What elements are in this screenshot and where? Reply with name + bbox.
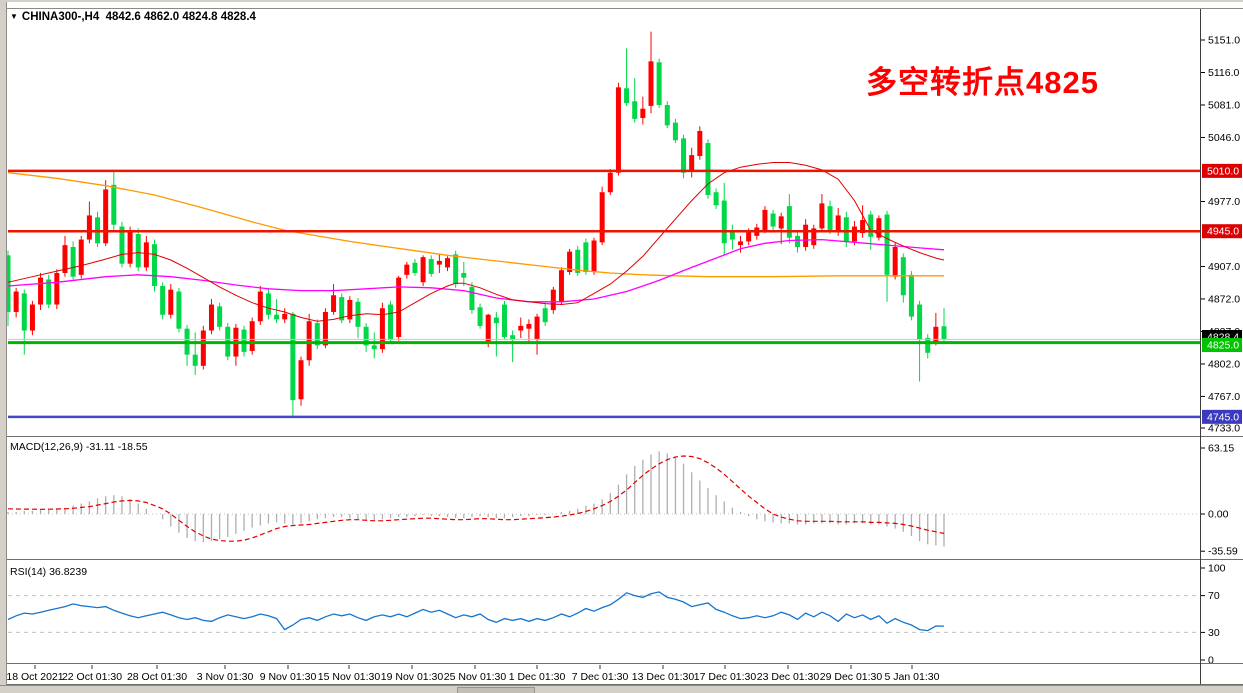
macd-signal-line [7, 455, 945, 542]
svg-text:100: 100 [1208, 563, 1226, 575]
svg-text:4745.0: 4745.0 [1207, 411, 1239, 423]
ma-fast [7, 162, 945, 322]
svg-text:13 Dec 01:30: 13 Dec 01:30 [632, 671, 695, 683]
symbol-ohlc-text: CHINA300-,H4 4842.6 4862.0 4824.8 4828.4 [21, 11, 256, 23]
svg-text:3 Nov 01:30: 3 Nov 01:30 [197, 671, 254, 683]
svg-text:-35.59: -35.59 [1208, 546, 1238, 558]
rsi-line [7, 591, 945, 632]
window-top-edge [0, 0, 1243, 2]
svg-text:22 Oct 01:30: 22 Oct 01:30 [62, 671, 122, 683]
svg-text:4802.0: 4802.0 [1208, 358, 1240, 370]
svg-text:28 Oct 01:30: 28 Oct 01:30 [127, 671, 187, 683]
svg-text:5081.0: 5081.0 [1208, 99, 1240, 111]
ma-slow [7, 172, 944, 278]
svg-text:23 Dec 01:30: 23 Dec 01:30 [757, 671, 820, 683]
svg-text:5151.0: 5151.0 [1208, 35, 1240, 47]
macd-axis-labels: 63.15 0.00 -35.59 [1201, 443, 1238, 558]
svg-text:9 Nov 01:30: 9 Nov 01:30 [260, 671, 317, 683]
svg-text:15 Nov 01:30: 15 Nov 01:30 [318, 671, 381, 683]
svg-text:7 Dec 01:30: 7 Dec 01:30 [572, 671, 629, 683]
svg-text:0: 0 [1208, 655, 1214, 667]
svg-text:4825.0: 4825.0 [1207, 340, 1239, 352]
svg-text:5046.0: 5046.0 [1208, 132, 1240, 144]
annotation-text: 多空转折点4825 [866, 65, 1099, 100]
svg-text:4945.0: 4945.0 [1207, 226, 1239, 238]
panel-splitter-macd[interactable] [0, 435, 1243, 439]
bottom-scroll-strip[interactable] [0, 685, 1243, 693]
panel-splitter-rsi[interactable] [0, 558, 1243, 562]
svg-text:5116.0: 5116.0 [1208, 67, 1239, 79]
svg-text:70: 70 [1208, 590, 1220, 602]
time-axis[interactable] [7, 665, 1201, 685]
price-axis[interactable] [1202, 9, 1243, 684]
rsi-panel [7, 591, 1200, 633]
svg-text:18 Oct 2021: 18 Oct 2021 [6, 671, 63, 683]
svg-text:0.00: 0.00 [1208, 509, 1229, 521]
svg-text:4977.0: 4977.0 [1208, 196, 1240, 208]
svg-text:25 Nov 01:30: 25 Nov 01:30 [444, 671, 507, 683]
symbol-ohlc-label: ▼ CHINA300-,H4 4842.6 4862.0 4824.8 4828.… [10, 11, 256, 23]
svg-text:4767.0: 4767.0 [1208, 391, 1240, 403]
rsi-axis-labels: 100 70 30 0 [1201, 563, 1226, 667]
price-axis-labels: 5151.0 5116.0 5081.0 5046.0 4977.0 4907.0 4872… [1201, 35, 1242, 434]
svg-text:19 Nov 01:30: 19 Nov 01:30 [381, 671, 444, 683]
macd-panel [7, 451, 1200, 547]
collapse-arrow-icon[interactable]: ▼ [10, 12, 18, 21]
svg-text:4872.0: 4872.0 [1208, 293, 1240, 305]
svg-text:30: 30 [1208, 627, 1220, 639]
window-left-edge [0, 0, 7, 693]
macd-histogram [7, 451, 945, 547]
svg-text:63.15: 63.15 [1208, 443, 1234, 455]
rsi-indicator-label: RSI(14) 36.8239 [10, 566, 88, 578]
main-chart-panel [5, 31, 1200, 419]
macd-indicator-label: MACD(12,26,9) -31.11 -18.55 [10, 441, 148, 453]
scrollbar-thumb[interactable] [457, 687, 535, 693]
svg-text:1 Dec 01:30: 1 Dec 01:30 [509, 671, 566, 683]
svg-text:4907.0: 4907.0 [1208, 261, 1240, 273]
svg-text:4733.0: 4733.0 [1208, 422, 1240, 434]
svg-text:5010.0: 5010.0 [1207, 165, 1239, 177]
svg-text:5 Jan 01:30: 5 Jan 01:30 [885, 671, 940, 683]
svg-text:29 Dec 01:30: 29 Dec 01:30 [820, 671, 883, 683]
moving-averages-layer [7, 162, 945, 322]
svg-text:17 Dec 01:30: 17 Dec 01:30 [694, 671, 757, 683]
